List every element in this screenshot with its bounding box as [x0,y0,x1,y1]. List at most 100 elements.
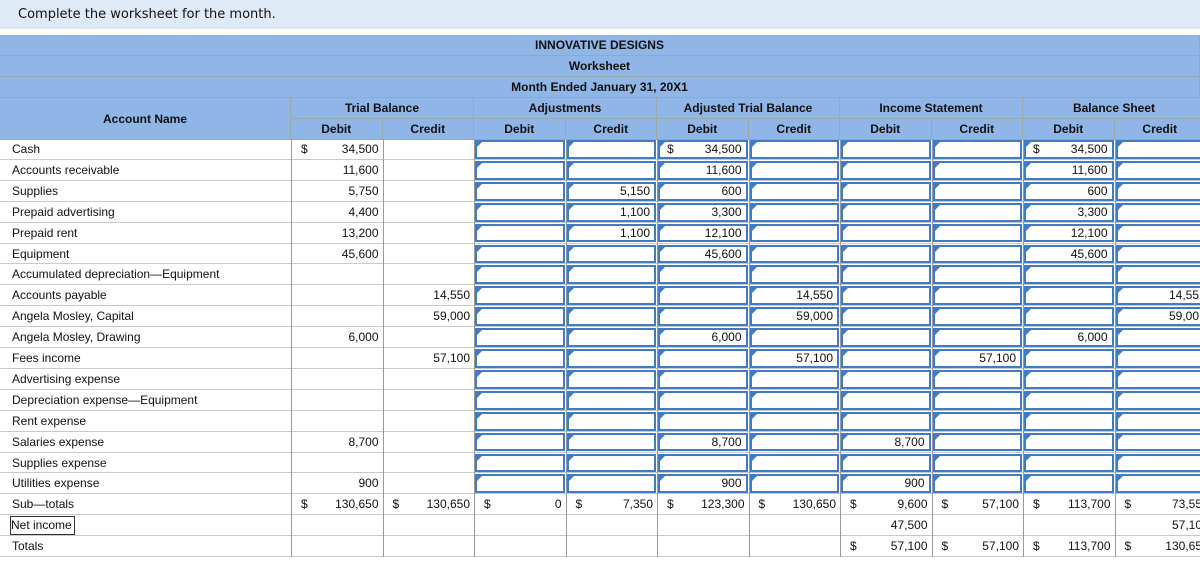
input-cell[interactable] [1024,307,1114,327]
input-cell[interactable] [932,411,1022,431]
input-cell[interactable] [749,390,839,410]
input-cell[interactable] [475,453,565,473]
input-cell[interactable] [932,474,1022,494]
input-cell[interactable] [841,432,931,452]
input-cell[interactable] [1115,328,1200,347]
input-cell[interactable] [841,328,931,347]
input-cell[interactable] [475,244,565,264]
input-cell[interactable] [658,160,748,180]
input-cell[interactable] [1115,474,1200,494]
input-cell[interactable] [1024,411,1114,431]
input-cell[interactable] [566,265,656,285]
input-cell[interactable] [749,474,839,494]
input-cell[interactable] [749,202,839,222]
input-cell[interactable] [566,181,656,201]
input-cell[interactable] [1024,223,1114,243]
input-cell[interactable] [749,307,839,327]
input-cell[interactable] [566,328,656,347]
input-cell[interactable] [1115,160,1200,180]
input-cell[interactable] [932,181,1022,201]
input-cell[interactable] [475,349,565,368]
input-cell[interactable] [475,369,565,389]
input-cell[interactable] [475,474,565,494]
input-cell[interactable] [1024,286,1114,306]
input-cell[interactable] [841,223,931,243]
input-cell[interactable] [841,369,931,389]
input-cell[interactable] [1115,202,1200,222]
input-cell[interactable] [932,390,1022,410]
input-cell[interactable] [566,369,656,389]
input-cell[interactable] [475,390,565,410]
input-cell[interactable] [932,223,1022,243]
input-cell[interactable] [1115,390,1200,410]
input-cell[interactable] [1115,286,1200,306]
input-cell[interactable] [1115,265,1200,285]
input-cell[interactable] [1024,474,1114,494]
input-cell[interactable] [749,349,839,368]
input-cell[interactable] [658,453,748,473]
input-cell[interactable] [749,160,839,180]
input-cell[interactable] [841,474,931,494]
input-cell[interactable] [475,307,565,327]
input-cell[interactable] [749,223,839,243]
input-cell[interactable] [1024,181,1114,201]
input-cell[interactable] [566,244,656,264]
input-cell[interactable] [932,369,1022,389]
input-cell[interactable] [749,453,839,473]
input-cell[interactable] [1024,390,1114,410]
input-cell[interactable] [1024,432,1114,452]
input-cell[interactable] [1024,140,1114,159]
input-cell[interactable] [932,140,1022,159]
input-cell[interactable] [841,140,931,159]
input-cell[interactable] [1115,307,1200,327]
input-cell[interactable] [475,432,565,452]
input-cell[interactable] [658,244,748,264]
input-cell[interactable] [566,411,656,431]
input-cell[interactable] [749,265,839,285]
input-cell[interactable] [475,181,565,201]
input-cell[interactable] [1115,453,1200,473]
input-cell[interactable] [566,432,656,452]
input-cell[interactable] [658,140,748,159]
input-cell[interactable] [566,349,656,368]
input-cell[interactable] [932,328,1022,347]
input-cell[interactable] [749,369,839,389]
input-cell[interactable] [658,265,748,285]
input-cell[interactable] [932,286,1022,306]
input-cell[interactable] [475,328,565,347]
input-cell[interactable] [658,307,748,327]
input-cell[interactable] [475,286,565,306]
input-cell[interactable] [566,223,656,243]
input-cell[interactable] [658,390,748,410]
input-cell[interactable] [566,307,656,327]
input-cell[interactable] [658,223,748,243]
input-cell[interactable] [932,202,1022,222]
input-cell[interactable] [566,160,656,180]
input-cell[interactable] [841,411,931,431]
input-cell[interactable] [1115,140,1200,159]
input-cell[interactable] [566,286,656,306]
input-cell[interactable] [475,265,565,285]
input-cell[interactable] [841,202,931,222]
input-cell[interactable] [749,328,839,347]
input-cell[interactable] [658,328,748,347]
input-cell[interactable] [1115,411,1200,431]
input-cell[interactable] [841,453,931,473]
input-cell[interactable] [841,349,931,368]
input-cell[interactable] [932,160,1022,180]
input-cell[interactable] [658,432,748,452]
input-cell[interactable] [1024,369,1114,389]
input-cell[interactable] [749,411,839,431]
input-cell[interactable] [566,474,656,494]
input-cell[interactable] [1024,160,1114,180]
input-cell[interactable] [1024,244,1114,264]
input-cell[interactable] [1115,223,1200,243]
input-cell[interactable] [658,202,748,222]
input-cell[interactable] [932,244,1022,264]
input-cell[interactable] [749,432,839,452]
input-cell[interactable] [841,160,931,180]
input-cell[interactable] [1115,432,1200,452]
input-cell[interactable] [749,140,839,159]
input-cell[interactable] [932,307,1022,327]
input-cell[interactable] [841,390,931,410]
